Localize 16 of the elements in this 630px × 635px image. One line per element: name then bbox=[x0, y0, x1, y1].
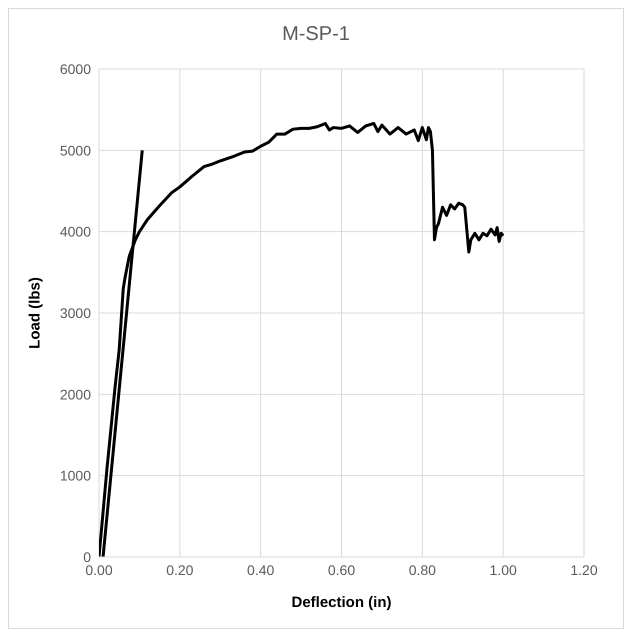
y-tick-label: 5000 bbox=[60, 142, 92, 158]
x-tick-label: 0.40 bbox=[247, 562, 275, 578]
y-tick-label: 4000 bbox=[60, 224, 92, 240]
y-tick-label: 6000 bbox=[60, 60, 92, 77]
x-axis-title: Deflection (in) bbox=[292, 594, 392, 611]
x-tick-label: 0.60 bbox=[328, 562, 356, 578]
y-axis-title: Load (lbs) bbox=[26, 277, 44, 349]
y-tick-label: 1000 bbox=[60, 468, 92, 484]
line-series bbox=[99, 122, 505, 557]
y-tick-label: 3000 bbox=[60, 304, 92, 321]
y-tick-label: 2000 bbox=[60, 386, 92, 402]
x-tick-label: 1.00 bbox=[490, 562, 518, 578]
chart-title: M-SP-1 bbox=[281, 22, 351, 47]
x-tick-label: 1.20 bbox=[570, 562, 598, 578]
x-tick-label: 0.20 bbox=[166, 562, 194, 578]
x-tick-label: 0.80 bbox=[408, 562, 436, 578]
